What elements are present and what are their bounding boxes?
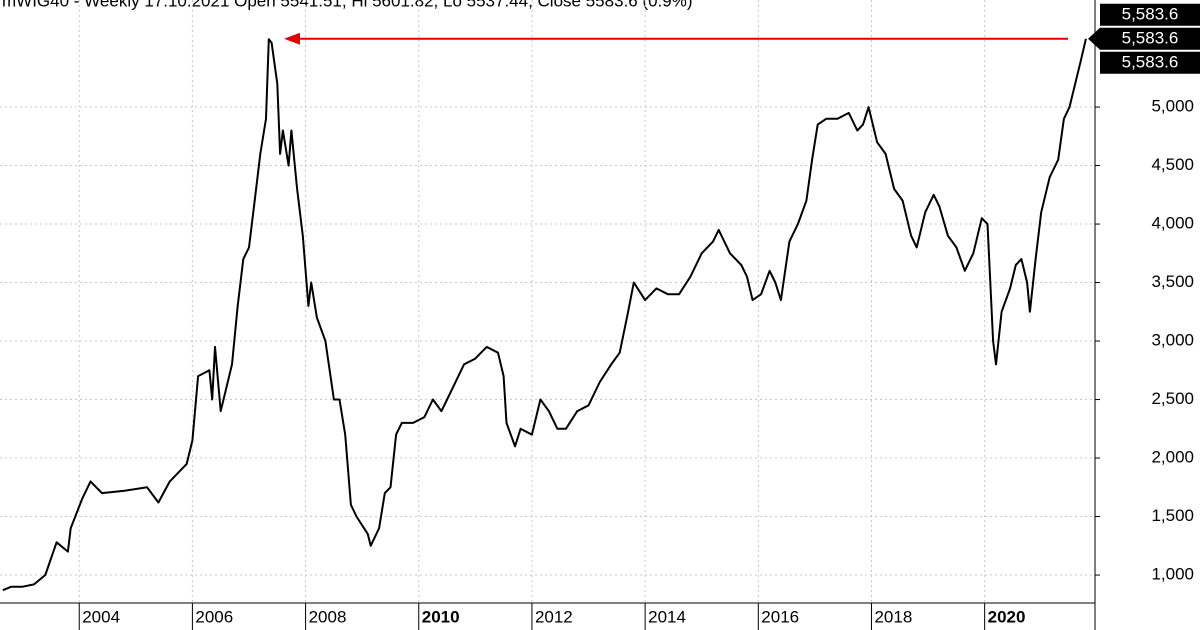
- y-tick-label: 1,000: [1151, 565, 1194, 584]
- price-label: 5,583.6: [1122, 4, 1179, 23]
- x-tick-label: 2004: [82, 607, 120, 626]
- x-tick-label: 2006: [195, 607, 233, 626]
- y-tick-label: 2,500: [1151, 389, 1194, 408]
- x-tick-label: 2018: [874, 607, 912, 626]
- y-tick-label: 3,000: [1151, 331, 1194, 350]
- y-tick-label: 5,000: [1151, 97, 1194, 116]
- x-tick-label: 2008: [309, 607, 347, 626]
- y-tick-label: 4,500: [1151, 155, 1194, 174]
- price-line: [2, 38, 1087, 592]
- price-label: 5,583.6: [1122, 28, 1179, 47]
- x-tick-label: 2016: [761, 607, 799, 626]
- price-label: 5,583.6: [1122, 52, 1179, 71]
- x-tick-label: 2014: [648, 607, 686, 626]
- y-tick-label: 2,000: [1151, 448, 1194, 467]
- chart-title: mWIG40 - Weekly 17.10.2021 Open 5541.51,…: [2, 0, 693, 10]
- x-tick-label: 2020: [988, 607, 1026, 626]
- y-tick-label: 1,500: [1151, 506, 1194, 525]
- price-label-box: [1100, 3, 1200, 26]
- price-label-box: [1100, 51, 1200, 74]
- price-label-box: [1088, 27, 1200, 50]
- y-tick-label: 4,000: [1151, 214, 1194, 233]
- x-tick-label: 2012: [535, 607, 573, 626]
- x-tick-label: 2010: [422, 607, 460, 626]
- y-tick-label: 3,500: [1151, 272, 1194, 291]
- arrow-head: [284, 32, 300, 45]
